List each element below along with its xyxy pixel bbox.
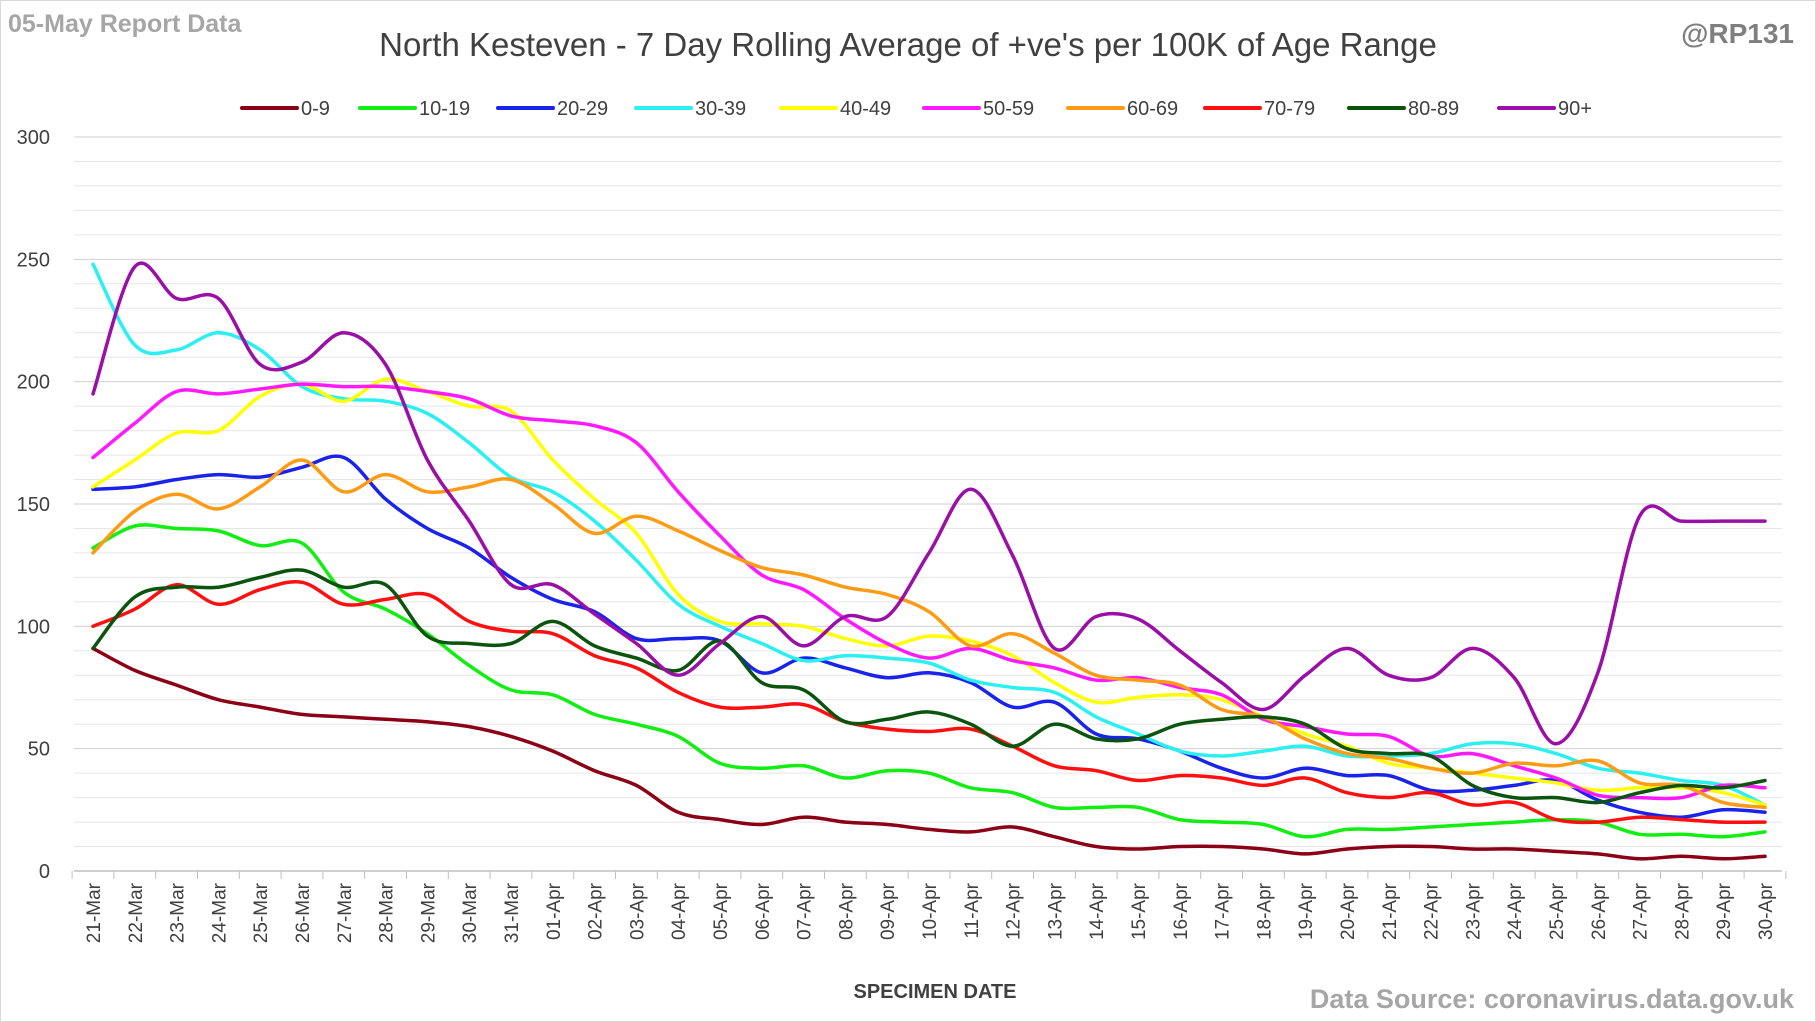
x-tick-label: 19-Apr <box>1296 882 1317 940</box>
gridlines <box>74 136 1782 872</box>
x-tick-label: 13-Apr <box>1045 882 1066 940</box>
legend-label: 30-39 <box>695 98 746 120</box>
series-line-90plus <box>91 261 1767 746</box>
x-tick-label: 22-Mar <box>126 882 147 943</box>
legend-label: 40-49 <box>840 98 891 120</box>
series-line-0-9 <box>91 646 1767 861</box>
series-lines <box>91 261 1767 861</box>
x-tick-label: 04-Apr <box>669 882 690 940</box>
x-tick-label: 10-Apr <box>920 882 941 940</box>
y-tick-label: 150 <box>17 494 50 516</box>
legend-label: 10-19 <box>419 98 470 120</box>
y-tick-label: 300 <box>17 127 50 149</box>
x-tick-label: 03-Apr <box>627 882 648 940</box>
x-tick-label: 20-Apr <box>1338 882 1359 940</box>
series-line-60-69 <box>91 458 1767 810</box>
x-tick-label: 05-Apr <box>711 882 732 940</box>
x-tick-label: 28-Mar <box>377 882 398 943</box>
x-tick-label: 07-Apr <box>795 882 816 940</box>
x-axis-label: SPECIMEN DATE <box>854 981 1017 1003</box>
legend-label: 50-59 <box>983 98 1034 120</box>
y-axis-ticks: 0 50 100 150 200 250 300 <box>17 127 50 883</box>
x-tick-label: 11-Apr <box>962 882 983 938</box>
x-tick-label: 25-Mar <box>251 882 272 943</box>
legend-label: 60-69 <box>1127 98 1178 120</box>
x-tick-label: 26-Mar <box>293 882 314 943</box>
x-tick-label: 18-Apr <box>1254 882 1275 940</box>
legend-label: 90+ <box>1558 98 1592 120</box>
x-tick-label: 23-Apr <box>1463 882 1484 940</box>
x-tick-label: 02-Apr <box>586 882 607 940</box>
x-tick-label: 01-Apr <box>544 882 565 940</box>
data-source-label: Data Source: coronavirus.data.gov.uk <box>1309 984 1794 1014</box>
x-tick-label: 21-Mar <box>84 882 105 943</box>
x-tick-label: 29-Mar <box>418 882 439 943</box>
x-tick-label: 26-Apr <box>1589 882 1610 940</box>
x-tick-label: 27-Apr <box>1631 882 1652 940</box>
x-tick-label: 09-Apr <box>878 882 899 940</box>
series-line-50-59 <box>91 382 1767 801</box>
x-tick-label: 22-Apr <box>1422 882 1443 940</box>
series-line-80-89 <box>91 568 1767 805</box>
x-tick-label: 17-Apr <box>1213 882 1234 940</box>
x-tick-label: 14-Apr <box>1087 882 1108 940</box>
series-line-10-19 <box>91 523 1767 839</box>
y-tick-label: 0 <box>39 861 50 883</box>
y-tick-label: 250 <box>17 249 50 271</box>
x-tick-label: 30-Apr <box>1756 882 1777 940</box>
series-line-40-49 <box>91 377 1767 807</box>
legend: 0-9 10-19 20-29 30-39 40-49 50-59 60-69 70-79 80… <box>240 98 1592 120</box>
x-tick-label: 30-Mar <box>460 882 481 943</box>
x-tick-label: 23-Mar <box>168 882 189 943</box>
x-tick-label: 25-Apr <box>1547 882 1568 940</box>
author-handle: @RP131 <box>1681 18 1794 49</box>
legend-label: 20-29 <box>557 98 608 120</box>
x-axis-ticks: 21-Mar 22-Mar 23-Mar 24-Mar 25-Mar 26-Mar 27-M… <box>84 882 1777 943</box>
x-tick-label: 12-Apr <box>1004 882 1025 940</box>
x-tick-label: 08-Apr <box>836 882 857 940</box>
x-tick-label: 24-Apr <box>1505 882 1526 940</box>
y-tick-label: 200 <box>17 372 50 394</box>
chart-title: North Kesteven - 7 Day Rolling Average o… <box>379 26 1437 63</box>
x-tick-label: 21-Apr <box>1380 882 1401 940</box>
y-tick-label: 100 <box>17 616 50 638</box>
x-tick-label: 24-Mar <box>209 882 230 943</box>
x-tick-label: 15-Apr <box>1129 882 1150 940</box>
series-line-70-79 <box>91 579 1767 825</box>
x-tick-label: 16-Apr <box>1171 882 1192 940</box>
legend-label: 70-79 <box>1264 98 1315 120</box>
x-axis <box>71 870 1787 879</box>
x-tick-label: 28-Apr <box>1672 882 1693 940</box>
report-label: 05-May Report Data <box>8 10 242 38</box>
y-tick-label: 50 <box>28 739 50 761</box>
x-tick-label: 29-Apr <box>1714 882 1735 940</box>
x-tick-label: 31-Mar <box>502 882 523 943</box>
x-tick-label: 27-Mar <box>335 882 356 943</box>
series-line-30-39 <box>91 262 1767 807</box>
legend-label: 0-9 <box>301 98 330 120</box>
x-tick-label: 06-Apr <box>753 882 774 940</box>
legend-label: 80-89 <box>1408 98 1459 120</box>
